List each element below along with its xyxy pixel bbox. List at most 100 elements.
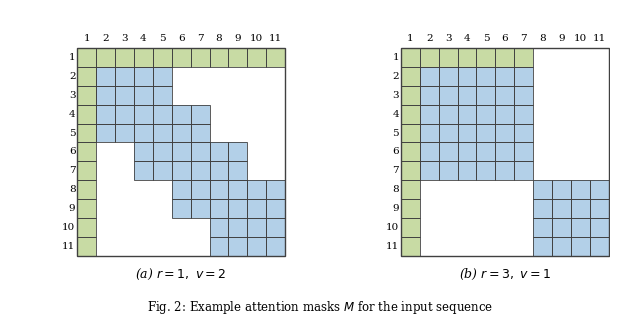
Bar <box>172 48 191 67</box>
Bar <box>209 237 228 256</box>
Bar <box>438 67 458 86</box>
Bar <box>153 161 172 180</box>
Bar <box>495 86 514 105</box>
Bar <box>438 48 458 67</box>
Bar <box>153 142 172 161</box>
Bar <box>191 161 209 180</box>
Bar <box>134 105 153 124</box>
Bar <box>153 67 172 86</box>
Text: 4: 4 <box>392 110 399 118</box>
Bar <box>209 199 228 218</box>
Bar <box>266 218 285 237</box>
Bar <box>209 199 228 218</box>
Bar <box>401 67 420 86</box>
Text: 10: 10 <box>62 223 76 232</box>
Bar <box>552 218 571 237</box>
Bar <box>209 237 228 256</box>
Bar <box>115 124 134 142</box>
Bar <box>153 86 172 105</box>
Bar <box>172 142 191 161</box>
Bar <box>458 161 476 180</box>
Bar <box>172 105 191 124</box>
Bar <box>458 86 476 105</box>
Bar <box>153 67 172 86</box>
Bar <box>228 237 247 256</box>
Bar <box>589 237 609 256</box>
Bar <box>134 86 153 105</box>
Bar <box>420 67 438 86</box>
Bar <box>401 180 420 199</box>
Bar <box>153 48 172 67</box>
Bar <box>77 48 96 67</box>
Bar <box>438 142 458 161</box>
Bar <box>134 105 153 124</box>
Bar <box>552 218 571 237</box>
Bar <box>533 180 552 199</box>
Text: Fig. 2: Example attention masks $M$ for the input sequence: Fig. 2: Example attention masks $M$ for … <box>147 298 493 316</box>
Bar <box>247 218 266 237</box>
Bar <box>458 124 476 142</box>
Bar <box>458 105 476 124</box>
Bar <box>134 48 153 67</box>
Bar <box>420 48 438 67</box>
Text: 11: 11 <box>593 34 606 43</box>
Bar <box>495 161 514 180</box>
Bar <box>266 180 285 199</box>
Bar <box>420 67 438 86</box>
Text: 6: 6 <box>69 147 76 156</box>
Bar <box>247 237 266 256</box>
Bar <box>228 199 247 218</box>
Bar <box>115 105 134 124</box>
Bar <box>77 105 96 124</box>
Bar <box>153 124 172 142</box>
Bar <box>115 124 134 142</box>
Bar <box>172 180 191 199</box>
Bar <box>209 180 228 199</box>
Bar <box>589 180 609 199</box>
Bar <box>589 199 609 218</box>
Bar <box>77 86 96 105</box>
Text: 10: 10 <box>386 223 399 232</box>
Bar <box>514 48 533 67</box>
Bar <box>571 199 589 218</box>
Bar <box>533 218 552 237</box>
Bar <box>401 199 420 218</box>
Bar <box>589 237 609 256</box>
Bar <box>401 142 420 161</box>
Bar <box>438 161 458 180</box>
Bar <box>438 105 458 124</box>
Bar <box>77 124 96 142</box>
Text: 8: 8 <box>392 185 399 194</box>
Bar <box>495 105 514 124</box>
Bar <box>134 86 153 105</box>
Bar <box>191 199 209 218</box>
Bar <box>172 161 191 180</box>
Bar <box>115 86 134 105</box>
Bar <box>533 180 552 199</box>
Bar <box>438 86 458 105</box>
Bar <box>77 48 96 67</box>
Bar <box>420 142 438 161</box>
Bar <box>153 142 172 161</box>
Bar <box>153 48 172 67</box>
Bar <box>438 86 458 105</box>
Bar <box>476 161 495 180</box>
Bar <box>96 86 115 105</box>
Bar <box>401 199 420 218</box>
Bar <box>134 161 153 180</box>
Bar <box>420 124 438 142</box>
Bar <box>191 142 209 161</box>
Bar <box>134 142 153 161</box>
Bar <box>172 199 191 218</box>
Bar <box>401 124 420 142</box>
Bar <box>533 237 552 256</box>
Bar <box>228 161 247 180</box>
Bar <box>266 48 285 67</box>
Bar <box>495 67 514 86</box>
Bar <box>209 48 228 67</box>
Bar <box>420 142 438 161</box>
Text: 2: 2 <box>426 34 433 43</box>
Bar <box>96 105 115 124</box>
Bar <box>209 180 228 199</box>
Text: 4: 4 <box>140 34 147 43</box>
